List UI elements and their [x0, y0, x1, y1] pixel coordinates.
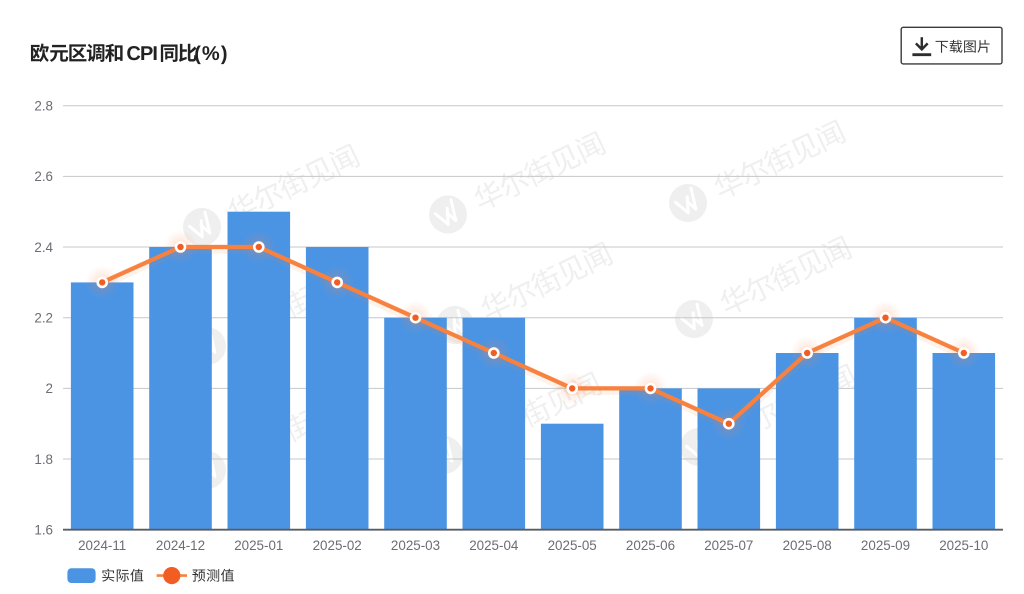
svg-text:2025-04: 2025-04: [469, 538, 519, 553]
svg-text:2025-06: 2025-06: [626, 538, 675, 553]
svg-text:2025-02: 2025-02: [313, 538, 362, 553]
svg-text:2: 2: [46, 381, 53, 396]
svg-text:2.4: 2.4: [34, 240, 53, 255]
svg-text:2.6: 2.6: [34, 169, 53, 184]
svg-text:2025-09: 2025-09: [861, 538, 910, 553]
svg-text:2025-05: 2025-05: [548, 538, 597, 553]
svg-text:2.2: 2.2: [34, 310, 53, 325]
svg-text:2025-03: 2025-03: [391, 538, 440, 553]
svg-text:2025-07: 2025-07: [704, 538, 753, 553]
svg-text:2024-11: 2024-11: [78, 538, 126, 553]
svg-text:1.6: 1.6: [34, 523, 53, 538]
svg-text:2024-12: 2024-12: [156, 538, 205, 553]
svg-text:2025-01: 2025-01: [234, 538, 283, 553]
svg-text:2.8: 2.8: [34, 99, 53, 114]
svg-text:2025-10: 2025-10: [939, 538, 988, 553]
svg-text:1.8: 1.8: [34, 452, 53, 467]
svg-text:2025-08: 2025-08: [783, 538, 832, 553]
